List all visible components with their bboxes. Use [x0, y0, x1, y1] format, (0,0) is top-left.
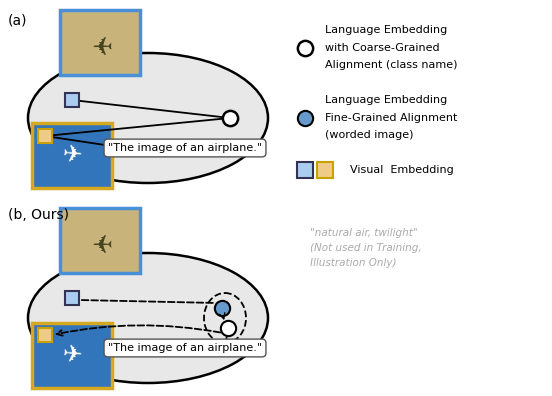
- Text: "The image of an airplane.": "The image of an airplane.": [108, 343, 262, 353]
- Bar: [38, 328, 52, 342]
- Text: with Coarse-Grained: with Coarse-Grained: [325, 43, 439, 53]
- Text: (a): (a): [8, 14, 28, 28]
- Text: "The image of an airplane.": "The image of an airplane.": [108, 143, 262, 153]
- Bar: [60, 208, 140, 272]
- Bar: [65, 93, 79, 107]
- Ellipse shape: [28, 253, 268, 383]
- Text: (worded image): (worded image): [325, 130, 413, 140]
- Bar: [32, 322, 112, 388]
- Text: (b, Ours): (b, Ours): [8, 208, 69, 222]
- Bar: [32, 322, 112, 388]
- Text: Language Embedding: Language Embedding: [325, 25, 447, 35]
- Bar: [317, 162, 333, 178]
- Bar: [38, 129, 52, 143]
- Text: Visual  Embedding: Visual Embedding: [350, 165, 454, 175]
- Text: Language Embedding: Language Embedding: [325, 95, 447, 105]
- Bar: [60, 10, 140, 74]
- Bar: [60, 10, 140, 74]
- Bar: [60, 208, 140, 272]
- Bar: [297, 162, 313, 178]
- Ellipse shape: [28, 53, 268, 183]
- Text: Fine-Grained Alignment: Fine-Grained Alignment: [325, 113, 458, 123]
- Bar: [32, 122, 112, 187]
- Text: ✈: ✈: [61, 142, 83, 168]
- Text: ✈: ✈: [89, 228, 110, 252]
- Text: Alignment (class name): Alignment (class name): [325, 60, 458, 70]
- Text: "natural air, twilight"
(Not used in Training,
Illustration Only): "natural air, twilight" (Not used in Tra…: [310, 228, 422, 268]
- Text: ✈: ✈: [61, 342, 83, 368]
- Bar: [65, 291, 79, 305]
- Bar: [32, 122, 112, 187]
- Text: ✈: ✈: [89, 30, 110, 54]
